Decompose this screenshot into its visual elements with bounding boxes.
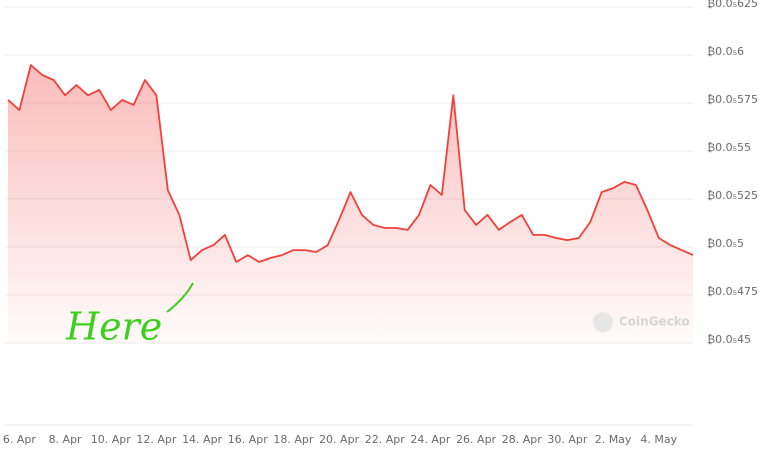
x-tick-label: 22. Apr	[365, 433, 405, 446]
annotation: Here	[65, 305, 162, 349]
x-tick-label: 16. Apr	[228, 433, 268, 446]
y-tick-label: ₿0.0₅6	[707, 45, 744, 58]
x-tick-label: 4. May	[640, 433, 677, 446]
annotation-arrow	[166, 282, 194, 313]
y-tick-label: ₿0.0₅625	[707, 0, 758, 10]
y-tick-label: ₿0.0₅45	[707, 333, 751, 346]
x-tick-label: 18. Apr	[273, 433, 313, 446]
plot	[7, 64, 694, 343]
x-tick-label: 20. Apr	[319, 433, 359, 446]
x-tick-label: 24. Apr	[410, 433, 450, 446]
watermark: CoinGecko	[619, 315, 690, 329]
x-tick-label: 30. Apr	[547, 433, 587, 446]
price-line	[7, 64, 694, 263]
x-tick-label: 6. Apr	[3, 433, 36, 446]
x-tick-label: 12. Apr	[136, 433, 176, 446]
y-tick-label: ₿0.0₅5	[707, 237, 744, 250]
y-tick-label: ₿0.0₅55	[707, 141, 751, 154]
y-tick-label: ₿0.0₅525	[707, 189, 758, 202]
watermark-logo	[593, 312, 613, 332]
x-tick-label: 28. Apr	[502, 433, 542, 446]
x-tick-label: 2. May	[595, 433, 632, 446]
area	[8, 65, 693, 343]
x-tick-label: 8. Apr	[49, 433, 82, 446]
x-tick-label: 26. Apr	[456, 433, 496, 446]
y-tick-label: ₿0.0₅475	[707, 285, 758, 298]
x-tick-label: 10. Apr	[91, 433, 131, 446]
x-tick-label: 14. Apr	[182, 433, 222, 446]
y-tick-label: ₿0.0₅575	[707, 93, 758, 106]
